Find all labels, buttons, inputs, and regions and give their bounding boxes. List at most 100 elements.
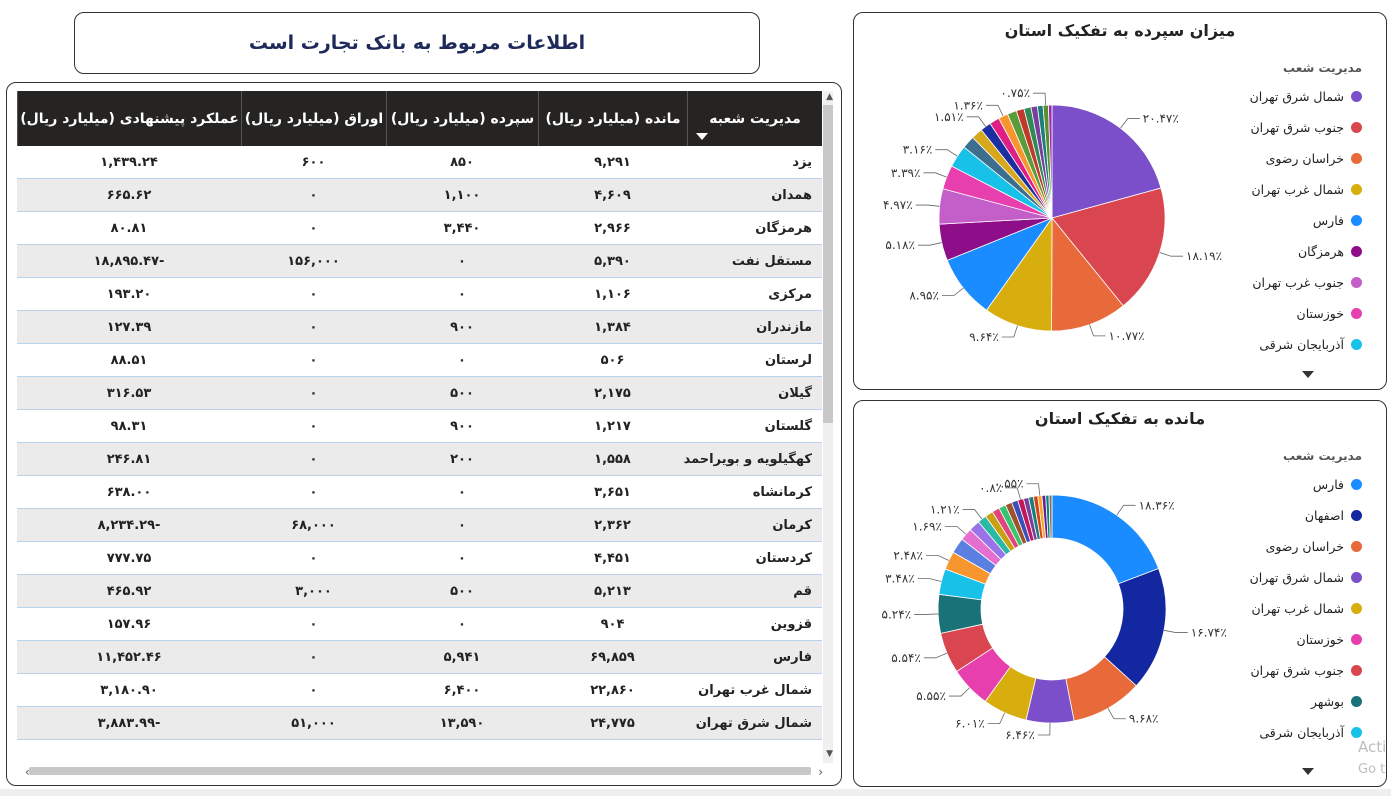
cell-balance: ۱,۱۰۶	[594, 286, 631, 302]
deposit-pie-chart[interactable]: ۲۰.۴۷٪ ۱۸.۱۹٪ ۱۰.۷۷٪ ۹.۶۴٪ ۸.۹۵٪ ۵.۱۸٪ ۴.۹۷٪ ۳.…	[854, 13, 1388, 391]
legend-item[interactable]: جنوب شرق تهران	[1222, 112, 1362, 143]
column-header-balance[interactable]: مانده (میلیارد ریال)	[538, 91, 687, 146]
legend-item[interactable]: اصفهان	[1222, 500, 1362, 531]
cell-balance: ۴,۴۵۱	[594, 550, 631, 566]
table-row[interactable]: کردستان ۴,۴۵۱ ۰ ۰ ۷۷۷.۷۵	[17, 542, 822, 575]
legend-item[interactable]: فارس	[1222, 205, 1362, 236]
cell-balance: ۱,۳۸۴	[594, 319, 631, 335]
cell-branch: قزوین	[770, 616, 812, 632]
leader-line	[987, 712, 1006, 725]
legend-item[interactable]: خوزستان	[1222, 624, 1362, 655]
legend-item[interactable]: خوزستان	[1222, 298, 1362, 329]
legend-label: خوزستان	[1296, 306, 1344, 321]
legend-item[interactable]: آذربایجان شرقی	[1222, 717, 1362, 748]
scroll-down-icon[interactable]: ▼	[826, 749, 833, 759]
table-row[interactable]: هرمزگان ۲,۹۶۶ ۳,۴۴۰ ۰ ۸۰.۸۱	[17, 212, 822, 245]
column-header-bonds[interactable]: اوراق (میلیارد ریال)	[241, 91, 386, 146]
cell-performance: ۸۰.۸۱	[110, 220, 148, 236]
legend-label: شمال غرب تهران	[1251, 182, 1344, 197]
chart-slice[interactable]	[1048, 494, 1053, 539]
chart-slice[interactable]	[1051, 104, 1162, 219]
scroll-right-icon[interactable]: ›	[818, 765, 823, 779]
legend-swatch	[1351, 727, 1362, 738]
legend-swatch	[1351, 339, 1362, 350]
cell-performance: ۱۵۷.۹۶	[106, 616, 152, 632]
leader-line	[1120, 118, 1140, 129]
chart-slice[interactable]	[1051, 187, 1166, 307]
table-row[interactable]: شمال شرق تهران ۲۴,۷۷۵ ۱۳,۵۹۰ ۵۱,۰۰۰ -۳,۸۸۳.۹…	[17, 707, 822, 740]
leader-line	[923, 172, 947, 178]
legend-item[interactable]: جنوب شرق تهران	[1222, 655, 1362, 686]
data-label: ۹.۶۸٪	[1129, 712, 1159, 726]
table-row[interactable]: قزوین ۹۰۴ ۰ ۰ ۱۵۷.۹۶	[17, 608, 822, 641]
data-label: ۳.۳۹٪	[891, 166, 921, 180]
column-header-proposed-performance[interactable]: عملکرد پیشنهادی (میلیارد ریال)	[17, 91, 241, 146]
table-row[interactable]: شمال غرب تهران ۲۲,۸۶۰ ۶,۴۰۰ ۰ ۳,۱۸۰.۹۰	[17, 674, 822, 707]
scroll-left-icon[interactable]: ‹	[25, 765, 30, 779]
deposit-pie-chart-panel: ۲۰.۴۷٪ ۱۸.۱۹٪ ۱۰.۷۷٪ ۹.۶۴٪ ۸.۹۵٪ ۵.۱۸٪ ۴.۹۷٪ ۳.…	[853, 12, 1387, 390]
legend-item[interactable]: شمال غرب تهران	[1222, 593, 1362, 624]
legend-swatch	[1351, 308, 1362, 319]
scroll-up-icon[interactable]: ▲	[826, 92, 833, 102]
legend-swatch	[1351, 184, 1362, 195]
leader-line	[1033, 92, 1047, 106]
leader-line	[1163, 629, 1188, 633]
legend-label: بوشهر	[1310, 694, 1344, 709]
leader-line	[941, 287, 964, 296]
table-row[interactable]: قم ۵,۲۱۳ ۵۰۰ ۳,۰۰۰ ۴۶۵.۹۲	[17, 575, 822, 608]
legend-item[interactable]: فارس	[1222, 469, 1362, 500]
table-row[interactable]: کرمان ۲,۳۶۲ ۰ ۶۸,۰۰۰ -۸,۲۳۴.۲۹	[17, 509, 822, 542]
legend-item[interactable]: جنوب غرب تهران	[1222, 267, 1362, 298]
chart-slice[interactable]	[1047, 104, 1053, 219]
legend-item[interactable]: هرمزگان	[1222, 236, 1362, 267]
legend-swatch	[1351, 122, 1362, 133]
horizontal-scrollbar-thumb[interactable]	[29, 767, 811, 775]
vertical-scrollbar[interactable]	[823, 91, 833, 763]
cell-branch: شمال شرق تهران	[695, 715, 812, 731]
column-header-branch[interactable]: مدیریت شعبه	[687, 91, 822, 146]
legend-swatch	[1351, 91, 1362, 102]
data-table: مدیریت شعبه مانده (میلیارد ریال) سپرده (…	[17, 91, 822, 740]
sort-desc-icon[interactable]	[696, 133, 708, 140]
leader-line	[944, 525, 967, 535]
table-row[interactable]: گلستان ۱,۲۱۷ ۹۰۰ ۰ ۹۸.۳۱	[17, 410, 822, 443]
chart-slice[interactable]	[1051, 216, 1124, 332]
legend-more-icon[interactable]	[1302, 768, 1314, 775]
legend-item[interactable]: شمال غرب تهران	[1222, 174, 1362, 205]
cell-branch: کرمانشاه	[752, 484, 812, 500]
table-row[interactable]: لرستان ۵۰۶ ۰ ۰ ۸۸.۵۱	[17, 344, 822, 377]
data-label: ۱۸.۱۹٪	[1186, 249, 1222, 263]
legend-item[interactable]: خراسان رضوی	[1222, 143, 1362, 174]
legend-swatch	[1351, 665, 1362, 676]
cell-deposit: ۲۰۰	[450, 451, 474, 467]
legend-item[interactable]: شمال شرق تهران	[1222, 81, 1362, 112]
table-row[interactable]: همدان ۴,۶۰۹ ۱,۱۰۰ ۰ ۶۶۵.۶۲	[17, 179, 822, 212]
table-row[interactable]: مازندران ۱,۳۸۴ ۹۰۰ ۰ ۱۲۷.۳۹	[17, 311, 822, 344]
table-row[interactable]: مرکزی ۱,۱۰۶ ۰ ۰ ۱۹۳.۲۰	[17, 278, 822, 311]
leader-line	[966, 116, 986, 127]
legend-item[interactable]: خراسان رضوی	[1222, 531, 1362, 562]
cell-bonds: ۰	[309, 550, 318, 566]
table-row[interactable]: کرمانشاه ۳,۶۵۱ ۰ ۰ ۶۳۸.۰۰	[17, 476, 822, 509]
cell-performance: ۱,۴۳۹.۲۴	[100, 154, 158, 170]
legend-more-icon[interactable]	[1302, 371, 1314, 378]
legend-item[interactable]: بوشهر	[1222, 686, 1362, 717]
column-header-deposit[interactable]: سپرده (میلیارد ریال)	[386, 91, 538, 146]
data-label: ۲۰.۴۷٪	[1143, 112, 1179, 126]
table-row[interactable]: گیلان ۲,۱۷۵ ۵۰۰ ۰ ۳۱۶.۵۳	[17, 377, 822, 410]
legend-item[interactable]: آذربایجان شرقی	[1222, 329, 1362, 360]
cell-performance: ۳,۱۸۰.۹۰	[100, 682, 158, 698]
data-label: ۸.۹۵٪	[909, 289, 939, 303]
vertical-scrollbar-thumb[interactable]	[823, 105, 833, 423]
cell-balance: ۱,۲۱۷	[594, 418, 631, 434]
table-row[interactable]: کهگیلویه و بویراحمد ۱,۵۵۸ ۲۰۰ ۰ ۲۴۶.۸۱	[17, 443, 822, 476]
table-row[interactable]: مستقل نفت ۵,۳۹۰ ۰ ۱۵۶,۰۰۰ -۱۸,۸۹۵.۴۷	[17, 245, 822, 278]
cell-bonds: ۰	[309, 418, 318, 434]
legend-item[interactable]: شمال شرق تهران	[1222, 562, 1362, 593]
balance-donut-chart[interactable]: ۱۸.۳۶٪ ۱۶.۷۴٪ ۹.۶۸٪ ۶.۴۶٪ ۶.۰۱٪ ۵.۵۵٪ ۵.۵۴٪ ۵.۲…	[854, 401, 1388, 788]
table-row[interactable]: یزد ۹,۲۹۱ ۸۵۰ ۶۰۰ ۱,۴۳۹.۲۴	[17, 146, 822, 179]
legend-label: آذربایجان شرقی	[1259, 725, 1344, 740]
cell-branch: مازندران	[756, 319, 812, 335]
data-label: ۵.۲۴٪	[882, 607, 912, 621]
table-row[interactable]: فارس ۶۹,۸۵۹ ۵,۹۴۱ ۰ ۱۱,۴۵۲.۴۶	[17, 641, 822, 674]
